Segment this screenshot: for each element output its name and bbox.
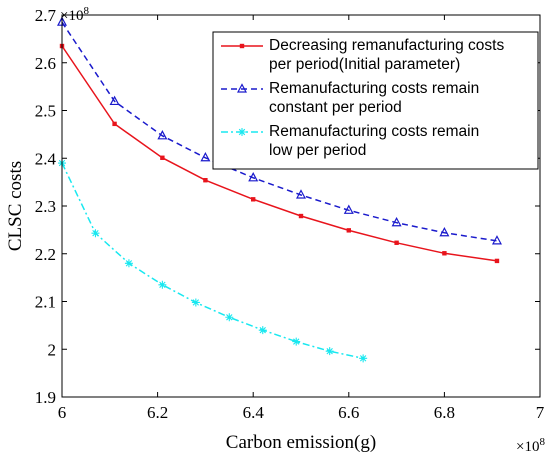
legend-entry-1: Decreasing remanufacturing costs per peri… bbox=[221, 37, 504, 73]
y-tick-label: 2 bbox=[48, 340, 57, 359]
axes-layer: 6 6.2 6.4 6.6 6.8 7 1.9 2 2.1 2.2 2.3 2.4 2.5 2.6 2.7 bbox=[35, 6, 545, 422]
y-tick-label: 2.7 bbox=[35, 6, 57, 25]
x-tick-label: 6.6 bbox=[338, 403, 359, 422]
legend: Decreasing remanufacturing costs per peri… bbox=[212, 31, 539, 170]
data-point bbox=[439, 226, 450, 237]
data-point bbox=[292, 337, 301, 346]
data-point bbox=[91, 229, 100, 238]
series-layer bbox=[57, 16, 502, 363]
data-point bbox=[325, 347, 334, 356]
x-axis-multiplier: ×108 bbox=[516, 436, 545, 455]
legend-label: per period(Initial parameter) bbox=[269, 56, 460, 73]
y-axis-label: CLSC costs bbox=[5, 161, 26, 251]
data-point bbox=[442, 251, 447, 256]
data-point bbox=[359, 354, 368, 363]
y-tick-label: 1.9 bbox=[35, 388, 56, 407]
legend-marker bbox=[239, 43, 245, 49]
data-point bbox=[394, 240, 399, 245]
series-line-3 bbox=[61, 162, 364, 360]
legend-entry-2: Remanufacturing costs remain constant per… bbox=[221, 80, 479, 116]
y-tick-label: 2.1 bbox=[35, 293, 56, 312]
data-point bbox=[248, 172, 259, 182]
x-tick-label: 6.2 bbox=[147, 403, 168, 422]
data-point bbox=[251, 197, 256, 202]
data-point bbox=[158, 280, 167, 289]
legend-label: Remanufacturing costs remain bbox=[269, 80, 479, 97]
legend-box bbox=[212, 31, 539, 170]
data-point bbox=[200, 151, 211, 162]
data-point bbox=[109, 95, 120, 106]
x-tick-label: 6.4 bbox=[243, 403, 265, 422]
y-tick-label: 2.3 bbox=[35, 197, 56, 216]
data-point bbox=[391, 216, 402, 227]
data-point bbox=[157, 130, 168, 140]
x-tick-label: 6.8 bbox=[434, 403, 455, 422]
x-tick-label: 6 bbox=[58, 403, 67, 422]
data-point bbox=[191, 298, 200, 307]
legend-entry-3: Remanufacturing costs remain low per peri… bbox=[221, 123, 479, 159]
data-point bbox=[343, 204, 354, 214]
data-point bbox=[203, 178, 208, 183]
data-point bbox=[112, 121, 117, 127]
series-3 bbox=[58, 159, 368, 363]
data-point bbox=[491, 235, 502, 245]
data-point bbox=[494, 258, 500, 264]
data-point bbox=[160, 155, 165, 160]
data-point bbox=[124, 259, 133, 268]
x-axis-label: Carbon emission(g) bbox=[226, 432, 376, 453]
legend-label: low per period bbox=[269, 142, 366, 159]
y-tick-label: 2.4 bbox=[35, 149, 57, 168]
y-tick-label: 2.2 bbox=[35, 245, 56, 264]
data-point bbox=[298, 213, 304, 219]
series-2 bbox=[57, 16, 502, 245]
legend-marker bbox=[237, 83, 247, 93]
x-tick-label: 7 bbox=[536, 403, 545, 422]
labels-layer: Carbon emission(g) CLSC costs ×108 ×108 bbox=[5, 5, 546, 455]
series-line-1 bbox=[61, 45, 498, 262]
legend-label: Remanufacturing costs remain bbox=[269, 123, 479, 140]
data-point bbox=[258, 326, 267, 335]
data-point bbox=[346, 228, 351, 233]
data-point bbox=[225, 313, 234, 322]
legend-marker bbox=[238, 128, 246, 136]
data-point bbox=[296, 189, 306, 199]
legend-label: constant per period bbox=[269, 99, 402, 116]
y-tick-label: 2.6 bbox=[35, 54, 56, 73]
legend-label: Decreasing remanufacturing costs bbox=[269, 37, 504, 54]
series-line-2 bbox=[61, 21, 498, 242]
y-tick-label: 2.5 bbox=[35, 102, 56, 121]
y-axis-multiplier: ×108 bbox=[60, 5, 89, 24]
